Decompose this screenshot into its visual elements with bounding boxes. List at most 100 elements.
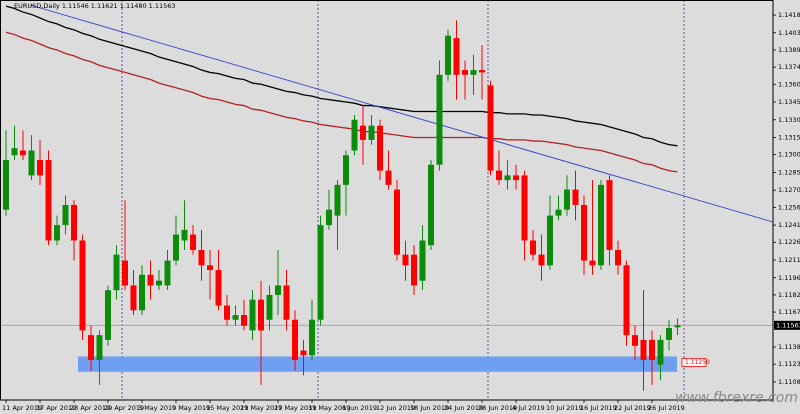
candle-body — [37, 160, 43, 176]
candle-body — [147, 274, 154, 286]
candle-body — [190, 234, 196, 250]
candle-body — [360, 125, 366, 140]
candle-body — [241, 315, 247, 326]
candle-body — [215, 270, 222, 306]
plot-border — [0, 0, 774, 401]
x-tick-label: 10 Jul 2019 — [546, 404, 583, 412]
candle-body — [674, 325, 681, 328]
x-tick-label: 11 Apr 2019 — [2, 404, 42, 412]
y-tick-label: 1.11675 — [778, 308, 800, 316]
y-tick-label: 1.11820 — [778, 291, 800, 299]
candle-body — [402, 254, 409, 266]
candle-body — [445, 35, 451, 75]
moving-average — [5, 5, 678, 147]
candle-body — [411, 254, 417, 286]
candle-body — [96, 335, 103, 360]
candle-body — [173, 234, 179, 261]
candle-body — [317, 225, 324, 320]
y-tick-label: 1.12705 — [778, 186, 800, 194]
y-tick-label: 1.13150 — [778, 134, 800, 142]
candle-body — [538, 254, 545, 266]
candle-body — [198, 249, 205, 266]
candle-body — [334, 184, 341, 216]
candle-body — [266, 294, 273, 320]
candle-body — [504, 175, 511, 181]
candle-body — [649, 339, 655, 360]
candle-body — [428, 164, 434, 246]
y-tick-label: 1.12115 — [778, 256, 800, 264]
x-tick-label: 16 Jul 2019 — [580, 404, 617, 412]
candle-body — [28, 150, 35, 176]
chart-title: EURUSD,Daily 1.11546 1.11621 1.11480 1.1… — [14, 2, 176, 10]
last-price-label: 1.11563 — [776, 321, 800, 329]
candle-body — [62, 204, 69, 226]
candle-body — [419, 240, 426, 281]
candle-body — [385, 170, 392, 185]
x-tick-label: 26 Jul 2019 — [648, 404, 685, 412]
candle-body — [657, 339, 664, 365]
x-tick-label: 31 May 2019 — [308, 404, 350, 412]
candle-body — [496, 170, 502, 181]
moving-average — [5, 31, 678, 173]
candle-body — [224, 305, 230, 320]
x-tick-label: 6 Jun 2019 — [342, 404, 377, 412]
candle-body — [11, 148, 18, 156]
y-tick-label: 1.13300 — [778, 116, 800, 124]
support-zone — [78, 356, 677, 372]
candle-body — [232, 315, 239, 320]
x-tick-label: 3 May 2019 — [138, 404, 176, 412]
candle-body — [249, 299, 256, 331]
alert-box — [681, 357, 707, 367]
candle-body — [615, 249, 621, 266]
candle-body — [300, 350, 307, 356]
x-tick-label: 15 May 2019 — [206, 404, 248, 412]
candle-body — [470, 70, 477, 75]
candle-body — [513, 175, 519, 181]
candle-body — [79, 240, 86, 331]
candle-body — [292, 319, 298, 360]
y-tick-label: 1.11965 — [778, 274, 800, 282]
candle-body — [487, 85, 494, 171]
y-tick-label: 1.14035 — [778, 29, 800, 37]
candle-body — [606, 180, 613, 250]
y-tick-label: 1.13745 — [778, 63, 800, 71]
candle-body — [666, 328, 672, 340]
candle-body — [258, 299, 264, 331]
candle-body — [156, 280, 162, 286]
candle-body — [572, 189, 579, 205]
candle-body — [564, 189, 570, 210]
candle-body — [113, 254, 120, 291]
candle-body — [462, 70, 468, 75]
x-tick-label: 22 Jul 2019 — [614, 404, 651, 412]
y-tick-label: 1.13890 — [778, 46, 800, 54]
y-tick-label: 1.13005 — [778, 151, 800, 159]
candle-body — [640, 339, 647, 360]
candle-body — [275, 285, 281, 295]
x-tick-label: 28 Jun 2019 — [478, 404, 517, 412]
candle-body — [632, 335, 638, 346]
y-tick-label: 1.11380 — [778, 343, 800, 351]
x-tick-label: 12 Jun 2019 — [376, 404, 415, 412]
candle-body — [3, 160, 9, 210]
candle-body — [623, 265, 630, 336]
alert-label: 1.11250 — [685, 359, 710, 366]
last-price-box — [774, 320, 800, 330]
candle-body — [589, 260, 596, 266]
y-tick-label: 1.11235 — [778, 360, 800, 368]
candle-body — [453, 38, 460, 75]
candle-body — [394, 189, 400, 255]
candle-body — [377, 125, 383, 171]
candle-body — [181, 229, 188, 241]
candle-body — [326, 209, 332, 226]
y-tick-label: 1.11085 — [778, 378, 800, 386]
x-tick-label: 4 Jul 2019 — [512, 404, 545, 412]
y-tick-label: 1.14185 — [778, 11, 800, 19]
candle-body — [164, 260, 171, 286]
candle-body — [555, 209, 562, 216]
y-tick-label: 1.12855 — [778, 168, 800, 176]
y-tick-label: 1.12265 — [778, 238, 800, 246]
y-tick-label: 1.13600 — [778, 80, 800, 88]
watermark: www.fbrexre.com — [675, 390, 798, 406]
candle-body — [20, 150, 26, 156]
